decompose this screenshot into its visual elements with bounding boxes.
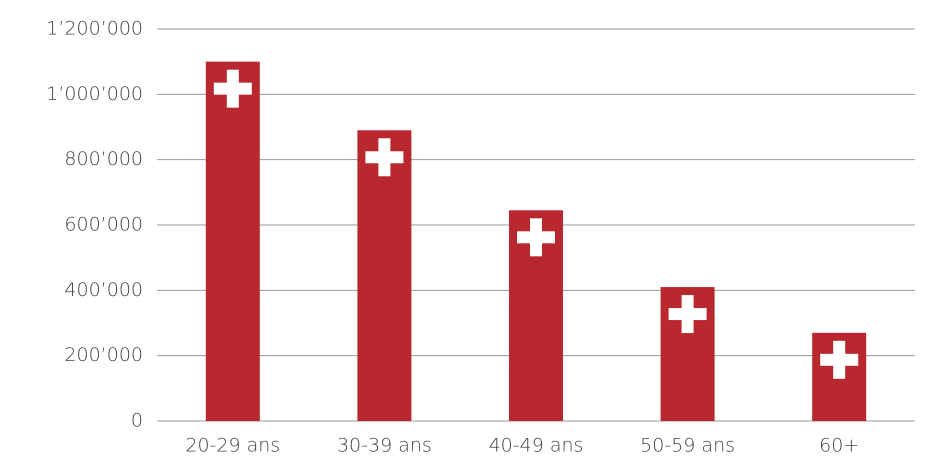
y-tick-label: 800’000 [64,148,143,170]
bar [357,130,412,421]
y-tick-label: 0 [131,410,143,432]
cross [530,218,542,257]
x-tick-label: 40-49 ans [489,435,584,457]
x-tick-label: 20-29 ans [185,435,280,457]
cross [226,69,239,108]
x-tick-label: 60+ [819,435,859,457]
x-tick-label: 50-59 ans [640,435,735,457]
cross [378,138,391,177]
y-tick-label: 600’000 [64,214,143,236]
y-tick-label: 1’200’000 [46,18,143,40]
x-tick-label: 30-39 ans [337,435,432,457]
y-tick-label: 400’000 [64,279,143,301]
cross [833,340,846,379]
bar [205,61,260,422]
cross [681,295,694,334]
y-tick-label: 200’000 [64,344,143,366]
y-tick-label: 1’000’000 [46,83,143,105]
